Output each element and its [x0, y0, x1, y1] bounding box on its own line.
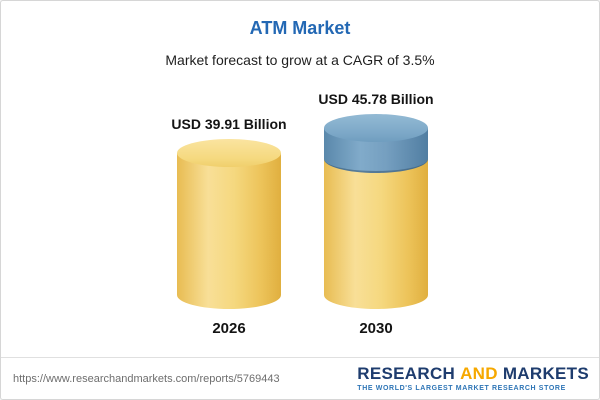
logo-word-and: AND: [460, 364, 498, 383]
logo-wordmark: RESEARCH AND MARKETS: [357, 365, 589, 382]
bar-2026: [177, 139, 281, 309]
source-url-link[interactable]: https://www.researchandmarkets.com/repor…: [13, 372, 280, 385]
logo-tagline: THE WORLD'S LARGEST MARKET RESEARCH STOR…: [357, 385, 566, 392]
research-and-markets-logo: RESEARCH AND MARKETS THE WORLD'S LARGEST M…: [357, 365, 589, 392]
bar-2026-body: [177, 153, 281, 309]
logo-word-markets: MARKETS: [502, 364, 589, 383]
footer: https://www.researchandmarkets.com/repor…: [1, 357, 599, 399]
bar-2026-top-face: [177, 139, 281, 167]
bar-2030-base-segment: [324, 159, 428, 309]
bar-2030: [324, 114, 428, 309]
category-label-2026: 2026: [212, 320, 246, 337]
bar-2030-growth-top-face: [324, 114, 428, 142]
category-label-2030: 2030: [359, 320, 393, 337]
bar-group-2026: USD 39.91 Billion 2026: [154, 116, 304, 337]
value-label-2030: USD 45.78 Billion: [318, 91, 434, 107]
cylinder-bar-chart: USD 39.91 Billion 2026 USD 45.78 Billion…: [1, 91, 599, 337]
chart-header: ATM Market Market forecast to grow at a …: [1, 1, 599, 68]
bar-group-2030: USD 45.78 Billion 2030: [301, 91, 451, 337]
chart-subtitle: Market forecast to grow at a CAGR of 3.5…: [165, 52, 435, 68]
logo-word-research: RESEARCH: [357, 364, 456, 383]
chart-title: ATM Market: [249, 18, 351, 38]
value-label-2026: USD 39.91 Billion: [171, 116, 287, 132]
